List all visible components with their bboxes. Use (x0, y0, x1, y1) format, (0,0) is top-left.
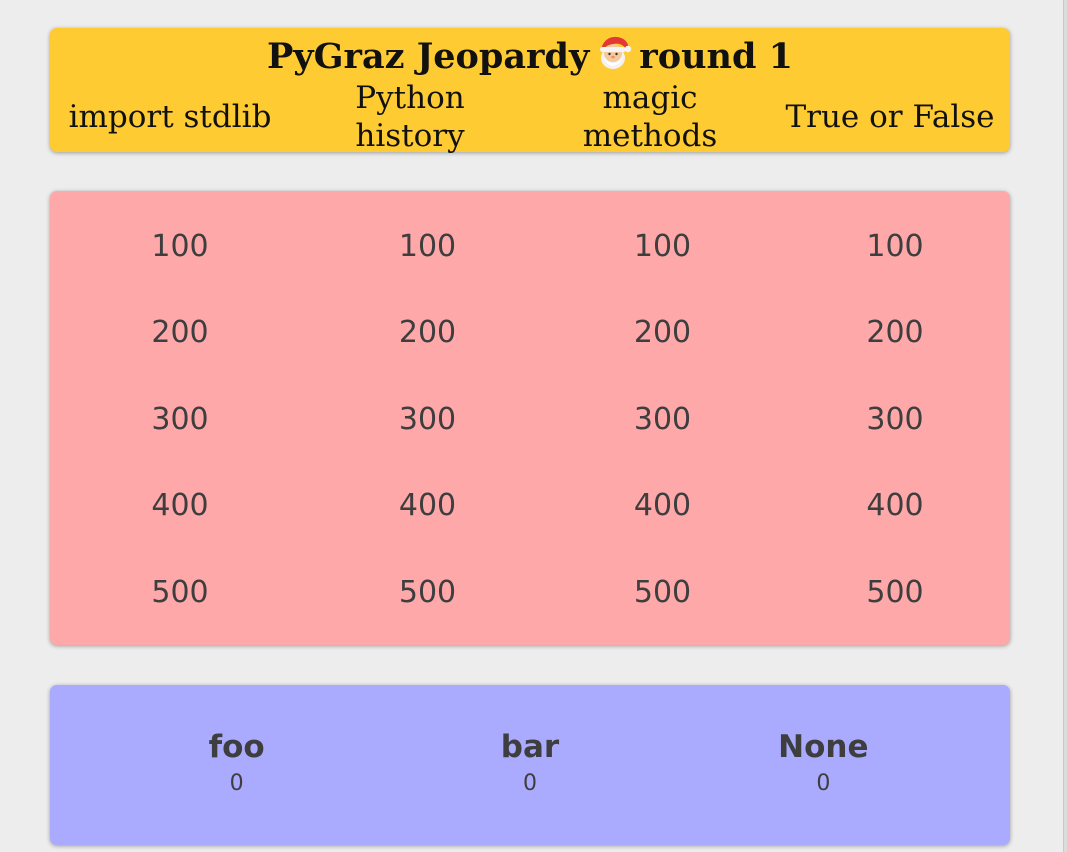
category-label: magic (602, 80, 698, 116)
scrollbar-edge (1063, 0, 1067, 852)
question-cell[interactable]: 100 (398, 228, 457, 264)
question-cell[interactable]: 400 (398, 488, 457, 524)
category-magic-methods: magic methods (530, 80, 770, 154)
question-cell[interactable]: 200 (866, 315, 924, 351)
question-cell[interactable]: 300 (151, 401, 209, 437)
category-true-or-false: True or False (770, 82, 1010, 152)
category-label: history (355, 118, 465, 154)
team-score: 0 (229, 771, 244, 796)
santa-icon (593, 32, 633, 83)
category-row: import stdlib Python history magic methods… (50, 80, 1010, 154)
question-cell[interactable]: 300 (633, 401, 692, 437)
category-label: import stdlib (68, 99, 272, 135)
category-label: True or False (785, 99, 995, 135)
team-foo[interactable]: foo 0 (90, 725, 383, 845)
category-label: methods (582, 118, 718, 154)
question-cell[interactable]: 300 (866, 401, 924, 437)
question-cell[interactable]: 500 (151, 574, 209, 610)
question-cell[interactable]: 400 (151, 488, 209, 524)
team-score: 0 (816, 771, 831, 796)
team-none[interactable]: None 0 (677, 725, 970, 845)
title-suffix: round 1 (639, 36, 793, 77)
category-import-stdlib: import stdlib (50, 82, 290, 152)
question-cell[interactable]: 100 (151, 228, 209, 264)
question-cell[interactable]: 400 (866, 488, 924, 524)
category-label: Python (355, 80, 465, 116)
team-name: foo (208, 729, 265, 765)
question-cell[interactable]: 200 (633, 315, 692, 351)
team-score: 0 (522, 771, 537, 796)
question-cell[interactable]: 500 (866, 574, 924, 610)
header-panel: PyGraz Jeopardy round 1 import stdlib Py… (50, 28, 1010, 154)
teams-panel: foo 0 bar 0 None 0 (50, 685, 1010, 845)
question-cell[interactable]: 400 (633, 488, 692, 524)
team-bar[interactable]: bar 0 (383, 725, 676, 845)
question-cell[interactable]: 300 (398, 401, 457, 437)
question-cell[interactable]: 100 (866, 228, 924, 264)
question-cell[interactable]: 500 (633, 574, 692, 610)
category-python-history: Python history (290, 80, 530, 154)
question-cell[interactable]: 100 (633, 228, 692, 264)
question-cell[interactable]: 500 (398, 574, 457, 610)
team-name: bar (500, 729, 560, 765)
team-name: None (778, 729, 869, 765)
question-board: 100 100 100 100 200 200 200 200 300 300 … (50, 191, 1010, 645)
page-title: PyGraz Jeopardy round 1 (50, 32, 1010, 83)
title-prefix: PyGraz Jeopardy (266, 36, 590, 77)
question-cell[interactable]: 200 (151, 315, 209, 351)
question-cell[interactable]: 200 (398, 315, 457, 351)
